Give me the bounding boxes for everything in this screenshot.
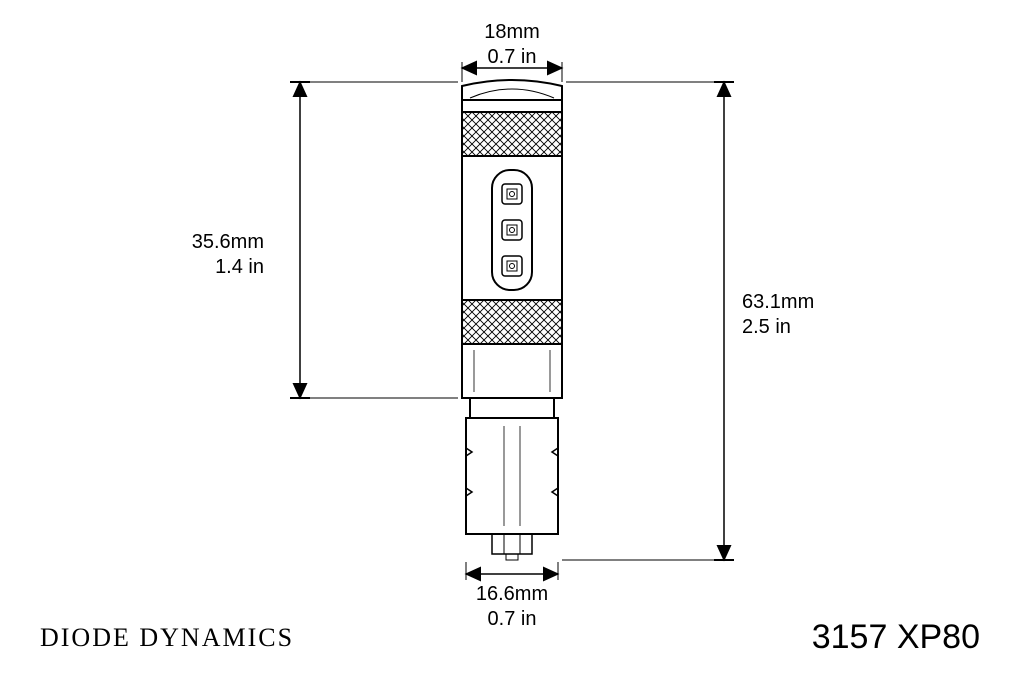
dim-bottom-mm: 16.6mm [476,583,548,605]
model-label: 3157 XP80 [812,618,980,657]
brand-label: DIODE DYNAMICS [40,623,294,653]
drawing-canvas: 18mm 0.7 in 35.6mm 1.4 in 63.1mm 2.5 in … [0,0,1024,683]
dim-top-mm: 18mm [484,21,540,43]
dim-bottom: 16.6mm 0.7 in [462,582,562,632]
bulb-technical-drawing [0,0,1024,683]
dim-top-in: 0.7 in [488,46,537,68]
dim-left-mm: 35.6mm [192,231,264,253]
dim-left-in: 1.4 in [215,256,264,278]
dim-right-in: 2.5 in [742,316,791,338]
dim-right-mm: 63.1mm [742,291,814,313]
dim-right: 63.1mm 2.5 in [742,290,814,340]
dim-left: 35.6mm 1.4 in [192,230,264,280]
dim-bottom-in: 0.7 in [488,608,537,630]
dim-top: 18mm 0.7 in [462,20,562,70]
